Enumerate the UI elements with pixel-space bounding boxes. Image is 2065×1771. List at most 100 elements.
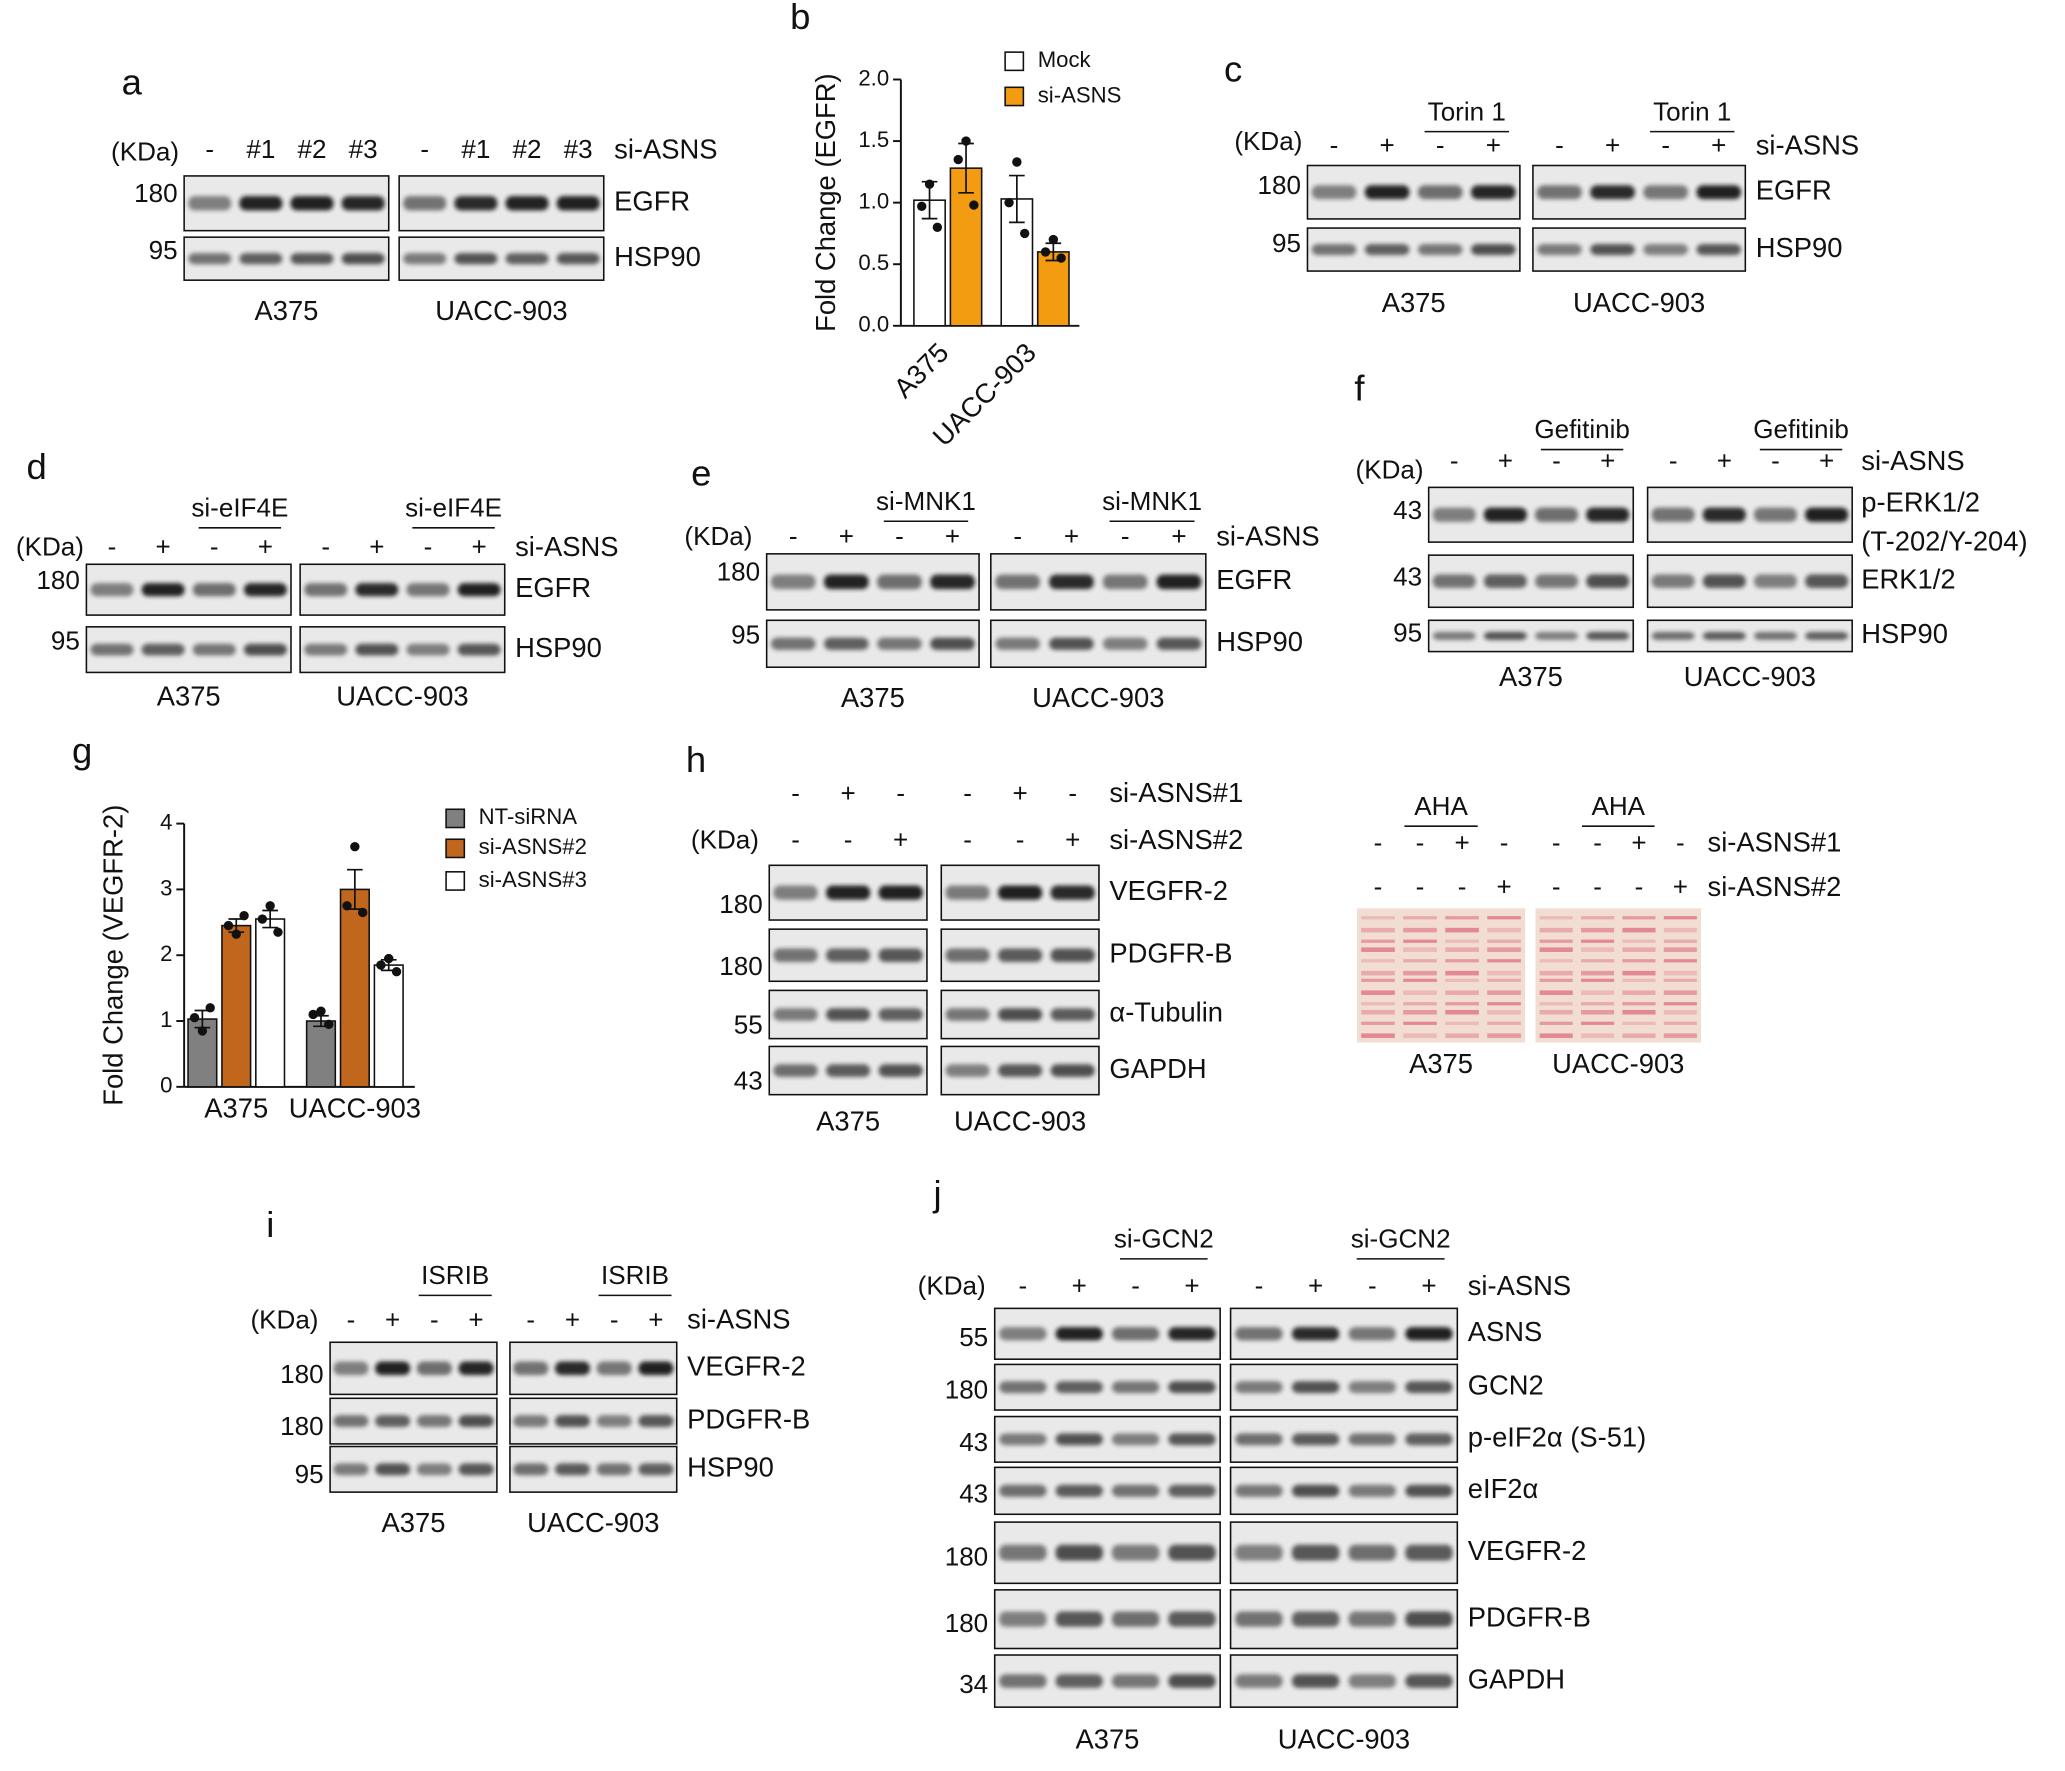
lane-label: +: [1486, 130, 1501, 160]
data-point: [189, 1013, 200, 1023]
band: [945, 948, 990, 962]
band: [290, 253, 334, 265]
x-tick-label: UACC-903: [289, 1093, 421, 1124]
lane-label: +: [1013, 778, 1028, 808]
treatment-header: si-MNK1: [876, 486, 976, 516]
band: [333, 1361, 369, 1376]
band: [998, 1008, 1043, 1021]
band: [995, 574, 1040, 590]
legend-swatch: [1004, 51, 1025, 72]
band: [1055, 1381, 1103, 1394]
stain-band: [1361, 1033, 1395, 1038]
protein-label: HSP90: [1756, 232, 1843, 263]
treatment-label: si-ASNS#1: [1708, 827, 1842, 858]
data-point: [917, 201, 927, 212]
protein-label: EGFR: [614, 186, 690, 217]
band: [930, 574, 975, 590]
stain-band: [1361, 1009, 1395, 1015]
kda-marker: 95: [1393, 617, 1422, 647]
band: [1291, 1381, 1340, 1394]
band: [556, 196, 600, 211]
stain-image: [1535, 908, 1702, 1043]
kda-label: (KDa): [16, 532, 84, 562]
band: [1050, 885, 1095, 900]
lane-label: -: [791, 825, 800, 855]
bar: [1036, 251, 1070, 327]
lane-label: +: [385, 1304, 400, 1334]
band: [1348, 1611, 1396, 1627]
band: [304, 643, 348, 656]
data-point: [231, 929, 241, 939]
lane-label: -: [896, 778, 905, 808]
band: [458, 1415, 494, 1428]
y-tick-label: 1.0: [858, 188, 889, 213]
stain-band: [1622, 990, 1656, 995]
stain-band: [1581, 978, 1615, 982]
band: [304, 583, 348, 597]
band: [999, 1674, 1047, 1688]
y-axis-label: Fold Change (VEGFR-2): [97, 805, 128, 1106]
treatment-label: si-ASNS: [1756, 129, 1859, 160]
bar: [339, 888, 370, 1088]
band: [1805, 574, 1849, 588]
band: [1364, 185, 1410, 200]
band: [513, 1463, 549, 1476]
treatment-label: si-ASNS#1: [1109, 777, 1243, 808]
cell-line-label: A375: [841, 682, 905, 713]
lane-label: +: [1600, 446, 1615, 476]
lane-label: +: [1605, 130, 1620, 160]
band: [1049, 574, 1094, 590]
protein-label: HSP90: [687, 1452, 774, 1483]
stain-band: [1361, 1021, 1395, 1025]
band: [355, 643, 399, 656]
stain-band: [1487, 927, 1521, 933]
lane-label: -: [205, 134, 214, 164]
protein-label: HSP90: [1861, 618, 1948, 649]
band: [1291, 1544, 1340, 1561]
cell-line-label: A375: [1382, 287, 1446, 318]
cell-line-label: UACC-903: [1278, 1723, 1410, 1754]
band: [192, 643, 236, 656]
lane-label: -: [1068, 778, 1077, 808]
stain-band: [1487, 970, 1521, 976]
band: [375, 1415, 411, 1428]
stain-band: [1403, 1002, 1437, 1006]
kda-marker: 180: [719, 889, 762, 919]
lane-label: -: [210, 532, 219, 562]
cell-line-label: UACC-903: [1684, 661, 1816, 692]
stain-band: [1622, 939, 1656, 943]
stain-image: [1356, 908, 1526, 1043]
band: [877, 574, 922, 590]
treatment-header: si-MNK1: [1102, 486, 1202, 516]
band: [998, 1064, 1043, 1077]
band: [1235, 1381, 1283, 1394]
data-point: [384, 953, 394, 964]
data-point: [273, 927, 283, 937]
data-point: [223, 920, 234, 931]
band: [1696, 243, 1742, 256]
y-tick-label: 0.5: [858, 250, 889, 275]
band: [1111, 1544, 1160, 1561]
treatment-label: si-ASNS: [1468, 1270, 1571, 1301]
data-point: [316, 1006, 326, 1016]
lane-label: -: [424, 532, 433, 562]
kda-marker: 34: [959, 1669, 988, 1699]
band: [416, 1463, 452, 1476]
panel-letter: b: [790, 0, 810, 37]
band: [355, 583, 399, 597]
band: [826, 885, 871, 900]
treatment-label: si-ASNS: [614, 133, 717, 164]
stain-band: [1581, 947, 1615, 952]
band: [1651, 631, 1695, 641]
lane-label: -: [789, 521, 798, 551]
lane-label: +: [1065, 825, 1080, 855]
stain-band: [1622, 978, 1656, 982]
stain-band: [1487, 1009, 1521, 1015]
legend-swatch: [1004, 86, 1025, 107]
lane-label: +: [1308, 1270, 1323, 1300]
cell-line-label: A375: [157, 681, 221, 712]
band: [406, 643, 450, 656]
stain-band: [1663, 970, 1697, 976]
band: [638, 1361, 674, 1376]
